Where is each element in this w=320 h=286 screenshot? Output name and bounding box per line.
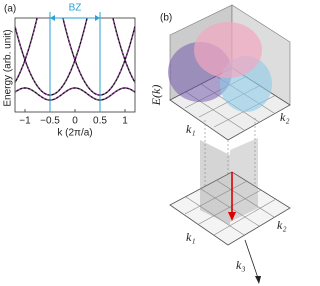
band (15, 87, 135, 101)
axis-label: k₃ (236, 258, 246, 272)
bz-arrow-head (95, 15, 100, 21)
y-axis-label: Energy (arb. unit) (3, 29, 14, 106)
axis-label: k₁ (186, 230, 196, 244)
band-fit (15, 87, 135, 101)
band-fit (62, 18, 135, 96)
axis-label: k₂ (280, 110, 290, 124)
band-fit (15, 18, 88, 96)
band (15, 18, 38, 83)
x-axis-label: k (2π/a) (57, 128, 92, 139)
grid (184, 179, 277, 236)
x-tick-label: 1 (122, 116, 128, 127)
slice-sheet (230, 138, 258, 222)
panel-label: (a) (4, 4, 16, 15)
x-tick-label: −0.5 (40, 116, 60, 127)
x-tick-label: 0 (72, 116, 78, 127)
figure: (a) BZ k (2π/a) Energy (arb. unit) (b) E… (3, 3, 291, 284)
axis-label: k₂ (277, 218, 287, 232)
bz-arrow-head (50, 15, 55, 21)
slice-sheet (200, 140, 230, 225)
axis-label: k₁ (186, 122, 196, 136)
energy-surface (194, 22, 262, 78)
k3-axis (244, 239, 259, 279)
axis-label: E(k) (149, 85, 163, 107)
x-tick-label: 0.5 (93, 116, 107, 127)
plot-area (15, 18, 135, 101)
red-arrow-head (228, 212, 236, 221)
band (15, 18, 88, 96)
k3-arrow-head (255, 276, 261, 284)
panel-label: (b) (160, 13, 172, 24)
annotation: BZ (69, 3, 82, 14)
x-tick-label: −1 (19, 116, 31, 127)
band (62, 18, 135, 96)
band-fit (112, 18, 135, 83)
